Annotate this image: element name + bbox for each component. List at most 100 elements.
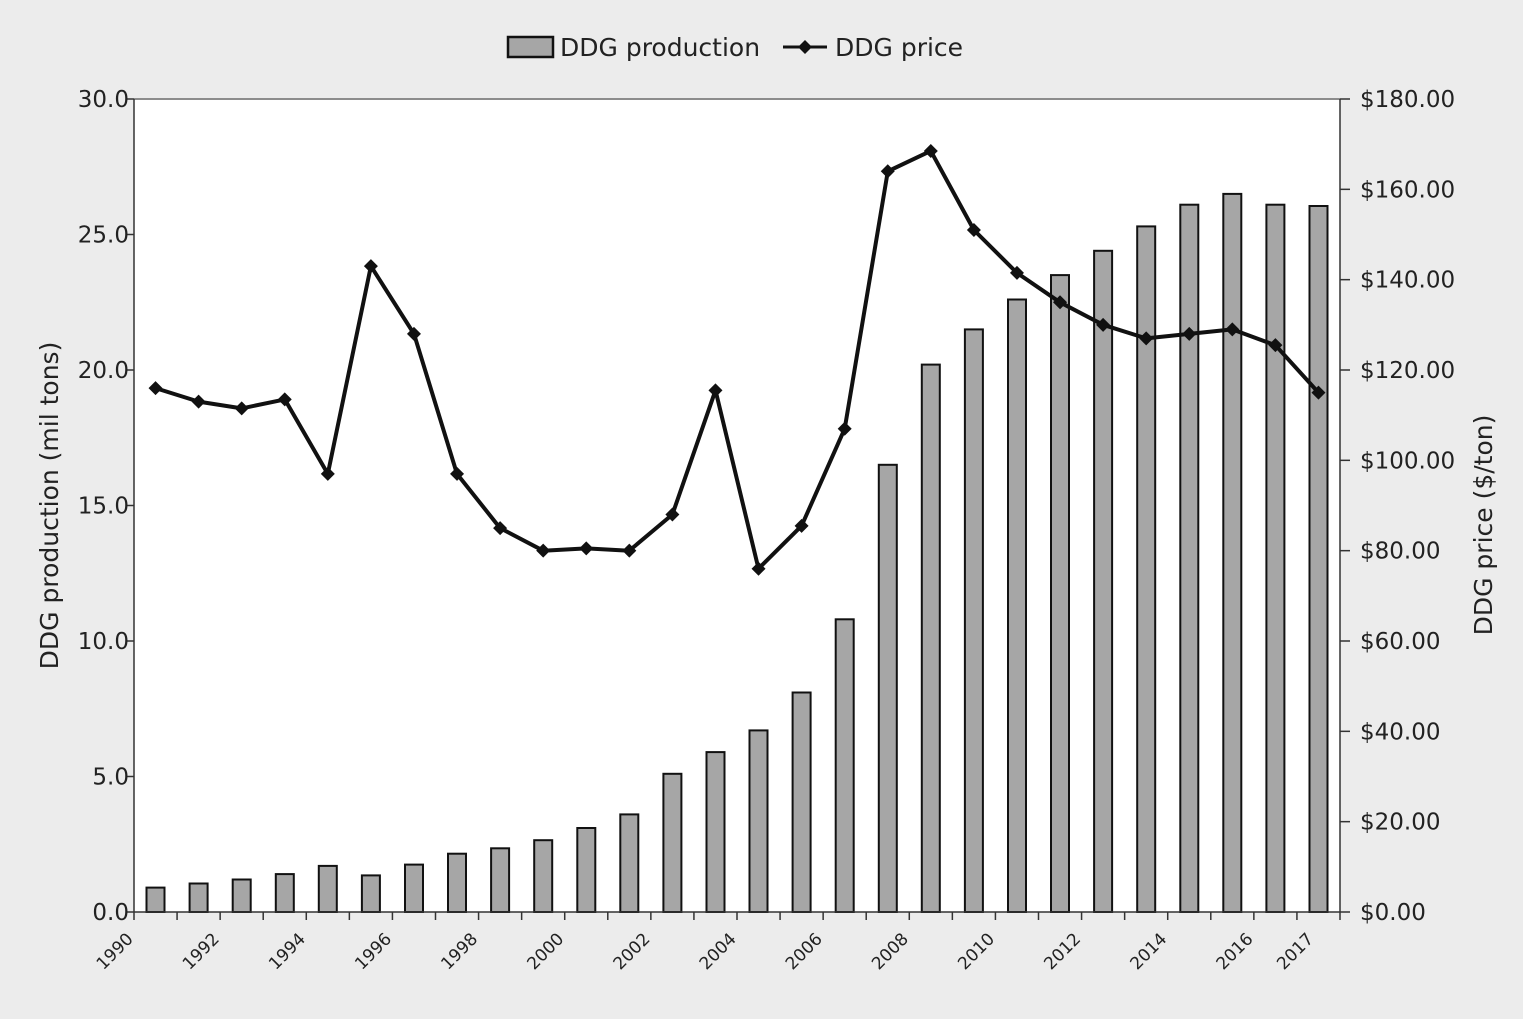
right-tick-label: $20.00 — [1360, 810, 1440, 836]
price-point-2007 — [880, 164, 895, 179]
price-point-2001 — [622, 543, 637, 558]
x-tick-label: 1996 — [351, 929, 396, 974]
price-point-2010 — [1009, 265, 1024, 280]
bar-2004 — [748, 729, 769, 914]
right-tick-label: $80.00 — [1360, 539, 1440, 565]
x-tick-label: 1994 — [265, 929, 310, 974]
price-point-2015 — [1225, 322, 1240, 337]
x-tick-label: 2006 — [782, 929, 827, 974]
price-point-2009 — [966, 222, 981, 237]
left-tick-label: 20.0 — [78, 358, 129, 384]
right-tick-label: $40.00 — [1360, 719, 1440, 745]
x-tick-label: 1990 — [93, 929, 138, 974]
price-point-2016 — [1268, 338, 1283, 353]
right-tick-label: $120.00 — [1360, 358, 1455, 384]
bar-2003 — [705, 751, 726, 913]
right-tick-label: $100.00 — [1360, 448, 1455, 474]
bar-1993 — [274, 873, 295, 913]
legend-label-price: DDG price — [835, 33, 963, 62]
bar-2013 — [1136, 225, 1157, 913]
price-point-1998 — [493, 521, 508, 536]
price-point-1990 — [148, 381, 163, 396]
right-tick-label: $160.00 — [1360, 177, 1455, 203]
left-tick-label: 10.0 — [78, 629, 129, 655]
x-tick-label: 2010 — [954, 929, 999, 974]
price-point-2012 — [1096, 317, 1111, 332]
bar-2017 — [1308, 205, 1329, 913]
bar-2000 — [576, 827, 597, 913]
y2-axis-title: DDG price ($/ton) — [1469, 415, 1498, 636]
left-tick-label: 0.0 — [92, 900, 129, 926]
price-point-2013 — [1139, 331, 1154, 346]
bar-1998 — [490, 847, 511, 913]
bar-1990 — [145, 886, 166, 913]
price-point-1994 — [320, 466, 335, 481]
bar-2012 — [1093, 249, 1114, 914]
price-point-2005 — [794, 518, 809, 533]
plot-background — [134, 99, 1340, 912]
price-point-1993 — [277, 392, 292, 407]
bar-2006 — [834, 618, 855, 913]
x-tick-label: 2002 — [610, 929, 655, 974]
legend-label-production: DDG production — [560, 33, 760, 62]
bar-2014 — [1179, 203, 1200, 913]
legend-diamond-marker — [798, 40, 812, 54]
x-tick-label: 2012 — [1040, 929, 1085, 974]
price-point-1997 — [450, 466, 465, 481]
x-tick-label: 2004 — [696, 929, 741, 974]
price-point-2014 — [1182, 326, 1197, 341]
bar-series — [145, 192, 1329, 914]
plot-area — [134, 98, 1340, 912]
bar-2002 — [662, 772, 683, 913]
x-tick-label: 2008 — [868, 929, 913, 974]
left-tick-label: 30.0 — [78, 87, 129, 113]
bar-2008 — [920, 363, 941, 914]
bar-2005 — [791, 691, 812, 913]
bar-1999 — [533, 839, 554, 914]
bar-2007 — [877, 463, 898, 913]
price-point-2002 — [665, 507, 680, 522]
y-axis-title: DDG production (mil tons) — [35, 342, 64, 670]
price-point-1999 — [536, 543, 551, 558]
bar-1995 — [360, 874, 381, 914]
bar-2016 — [1265, 203, 1286, 913]
line-series — [148, 143, 1326, 576]
price-point-2008 — [923, 143, 938, 158]
left-tick-label: 5.0 — [92, 765, 129, 791]
price-point-2017 — [1311, 385, 1326, 400]
price-point-2003 — [708, 383, 723, 398]
x-tick-label: 2016 — [1213, 929, 1258, 974]
bar-2011 — [1050, 274, 1070, 914]
bar-1992 — [231, 878, 252, 913]
right-tick-label: $60.00 — [1360, 629, 1440, 655]
bar-2015 — [1222, 192, 1243, 913]
right-tick-label: $140.00 — [1360, 268, 1455, 294]
price-point-1996 — [406, 326, 421, 341]
price-line — [154, 148, 1320, 571]
bar-1994 — [317, 864, 338, 914]
price-point-2004 — [751, 561, 766, 576]
left-tick-label: 15.0 — [78, 494, 129, 520]
bar-1997 — [447, 852, 467, 914]
bar-1991 — [188, 882, 209, 913]
bar-2001 — [619, 813, 640, 914]
bar-2009 — [963, 328, 984, 913]
x-tick-label: 1992 — [179, 929, 224, 974]
price-point-2011 — [1053, 295, 1068, 310]
x-tick-label: 2000 — [524, 929, 569, 974]
x-tick-label: 2017 — [1273, 929, 1318, 974]
price-point-2006 — [837, 421, 852, 436]
x-tick-label: 2014 — [1127, 929, 1172, 974]
legend-bar-swatch — [506, 35, 555, 59]
price-point-1991 — [191, 394, 206, 409]
legend: DDG production DDG price — [506, 33, 963, 62]
price-point-1995 — [363, 259, 378, 274]
x-tick-label: 1998 — [437, 929, 482, 974]
bar-1996 — [404, 863, 424, 913]
bar-2010 — [1007, 298, 1027, 913]
right-tick-label: $180.00 — [1360, 87, 1455, 113]
right-tick-label: $0.00 — [1360, 900, 1426, 926]
price-point-1992 — [234, 401, 249, 416]
